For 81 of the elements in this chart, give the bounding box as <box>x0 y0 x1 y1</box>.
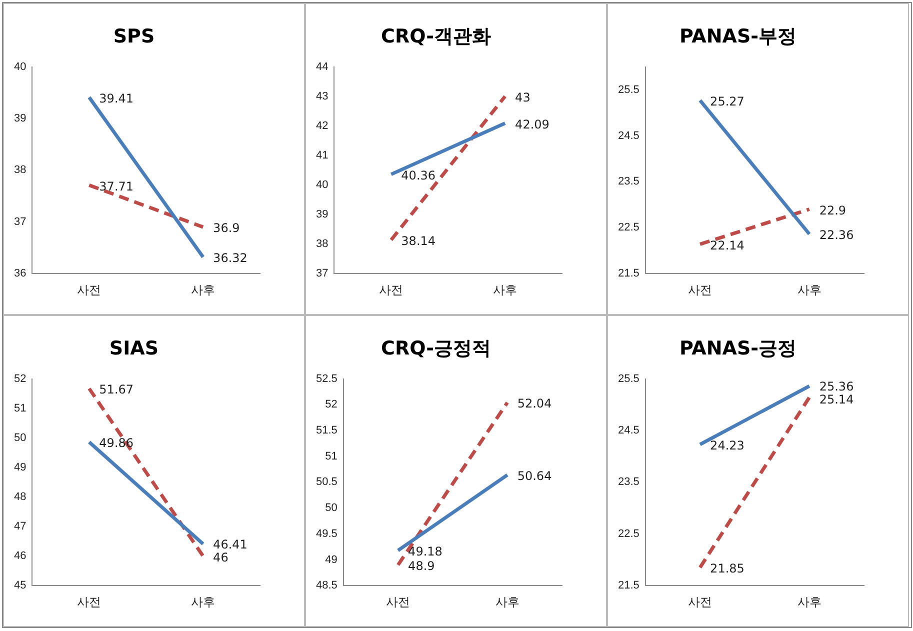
y-tick-label: 25.5 <box>618 84 640 96</box>
data-label: 21.85 <box>710 562 744 576</box>
data-label: 48.9 <box>408 559 435 574</box>
x-tick-label: 사전 <box>688 283 712 298</box>
y-tick-label: 49 <box>325 554 338 566</box>
y-tick-label: 24.5 <box>618 424 640 437</box>
x-tick-label: 사후 <box>493 283 518 298</box>
y-tick-label: 48 <box>14 491 26 504</box>
x-tick-label: 사후 <box>797 595 822 610</box>
y-tick-label: 51 <box>14 402 26 414</box>
data-label: 52.04 <box>517 396 552 411</box>
data-label: 42.09 <box>515 117 550 132</box>
y-tick-label: 41 <box>316 149 328 162</box>
chart-title: CRQ-긍정적 <box>381 337 491 360</box>
data-label: 39.41 <box>99 91 134 106</box>
y-tick-label: 22.5 <box>618 222 640 234</box>
y-tick-label: 51 <box>325 450 338 462</box>
x-tick-label: 사전 <box>386 595 410 610</box>
y-tick-label: 49 <box>14 461 26 474</box>
data-label: 22.14 <box>710 238 744 252</box>
data-label: 36.32 <box>213 251 248 266</box>
data-label: 50.64 <box>517 469 552 484</box>
y-tick-label: 45 <box>14 580 26 592</box>
x-tick-label: 사후 <box>495 595 520 610</box>
y-tick-label: 52.5 <box>316 372 338 385</box>
y-tick-label: 52 <box>14 372 26 385</box>
y-tick-label: 25.5 <box>618 372 640 385</box>
y-tick-label: 21.5 <box>618 580 640 592</box>
y-tick-label: 51.5 <box>316 424 338 437</box>
data-label: 25.36 <box>819 379 854 394</box>
x-tick-label: 사전 <box>77 283 102 298</box>
y-tick-label: 43 <box>316 90 328 102</box>
x-tick-label: 사전 <box>77 595 102 610</box>
chart-title: PANAS-긍정 <box>679 337 797 360</box>
data-label: 49.18 <box>408 544 442 559</box>
y-tick-label: 37 <box>316 268 328 280</box>
data-label: 25.27 <box>710 94 744 108</box>
data-label: 36.9 <box>213 221 240 236</box>
y-tick-label: 52 <box>325 398 338 411</box>
y-tick-label: 39 <box>14 112 26 125</box>
y-tick-label: 50 <box>14 432 26 444</box>
y-tick-label: 50.5 <box>316 476 338 488</box>
data-label: 38.14 <box>401 234 436 248</box>
data-label: 46 <box>213 550 228 565</box>
y-tick-label: 47 <box>14 520 26 533</box>
y-tick-label: 38 <box>14 164 26 176</box>
y-tick-label: 48.5 <box>316 580 338 592</box>
data-label: 43 <box>515 90 530 104</box>
y-tick-label: 46 <box>14 550 26 562</box>
data-label: 51.67 <box>99 382 134 397</box>
data-label: 25.14 <box>819 392 854 406</box>
x-tick-label: 사전 <box>379 283 404 298</box>
y-tick-label: 42 <box>316 120 328 132</box>
x-tick-label: 사전 <box>688 595 712 610</box>
y-tick-label: 22.5 <box>618 528 640 540</box>
y-tick-label: 50 <box>325 502 338 514</box>
chart-title: SPS <box>113 25 155 48</box>
data-label: 22.9 <box>819 203 846 218</box>
y-tick-label: 49.5 <box>316 528 338 540</box>
y-tick-label: 21.5 <box>618 268 640 280</box>
y-tick-label: 37 <box>14 216 26 228</box>
y-tick-label: 39 <box>316 208 328 221</box>
data-label: 46.41 <box>213 538 248 552</box>
y-tick-label: 36 <box>14 268 26 280</box>
y-tick-label: 40 <box>14 60 26 73</box>
chart-title: CRQ-객관화 <box>381 25 491 48</box>
data-label: 37.71 <box>99 179 134 194</box>
data-label: 40.36 <box>401 168 436 182</box>
x-tick-label: 사후 <box>191 595 216 610</box>
y-tick-label: 38 <box>316 238 328 250</box>
data-label: 24.23 <box>710 438 744 453</box>
chart-title: SIAS <box>109 337 159 360</box>
y-tick-label: 40 <box>316 179 328 192</box>
data-label: 22.36 <box>819 228 854 242</box>
y-tick-label: 44 <box>316 60 328 73</box>
y-tick-label: 24.5 <box>618 130 640 142</box>
y-tick-label: 23.5 <box>618 476 640 488</box>
y-tick-label: 23.5 <box>618 176 640 188</box>
chart-title: PANAS-부정 <box>679 25 797 48</box>
x-tick-label: 사후 <box>797 283 822 298</box>
x-tick-label: 사후 <box>191 283 216 298</box>
